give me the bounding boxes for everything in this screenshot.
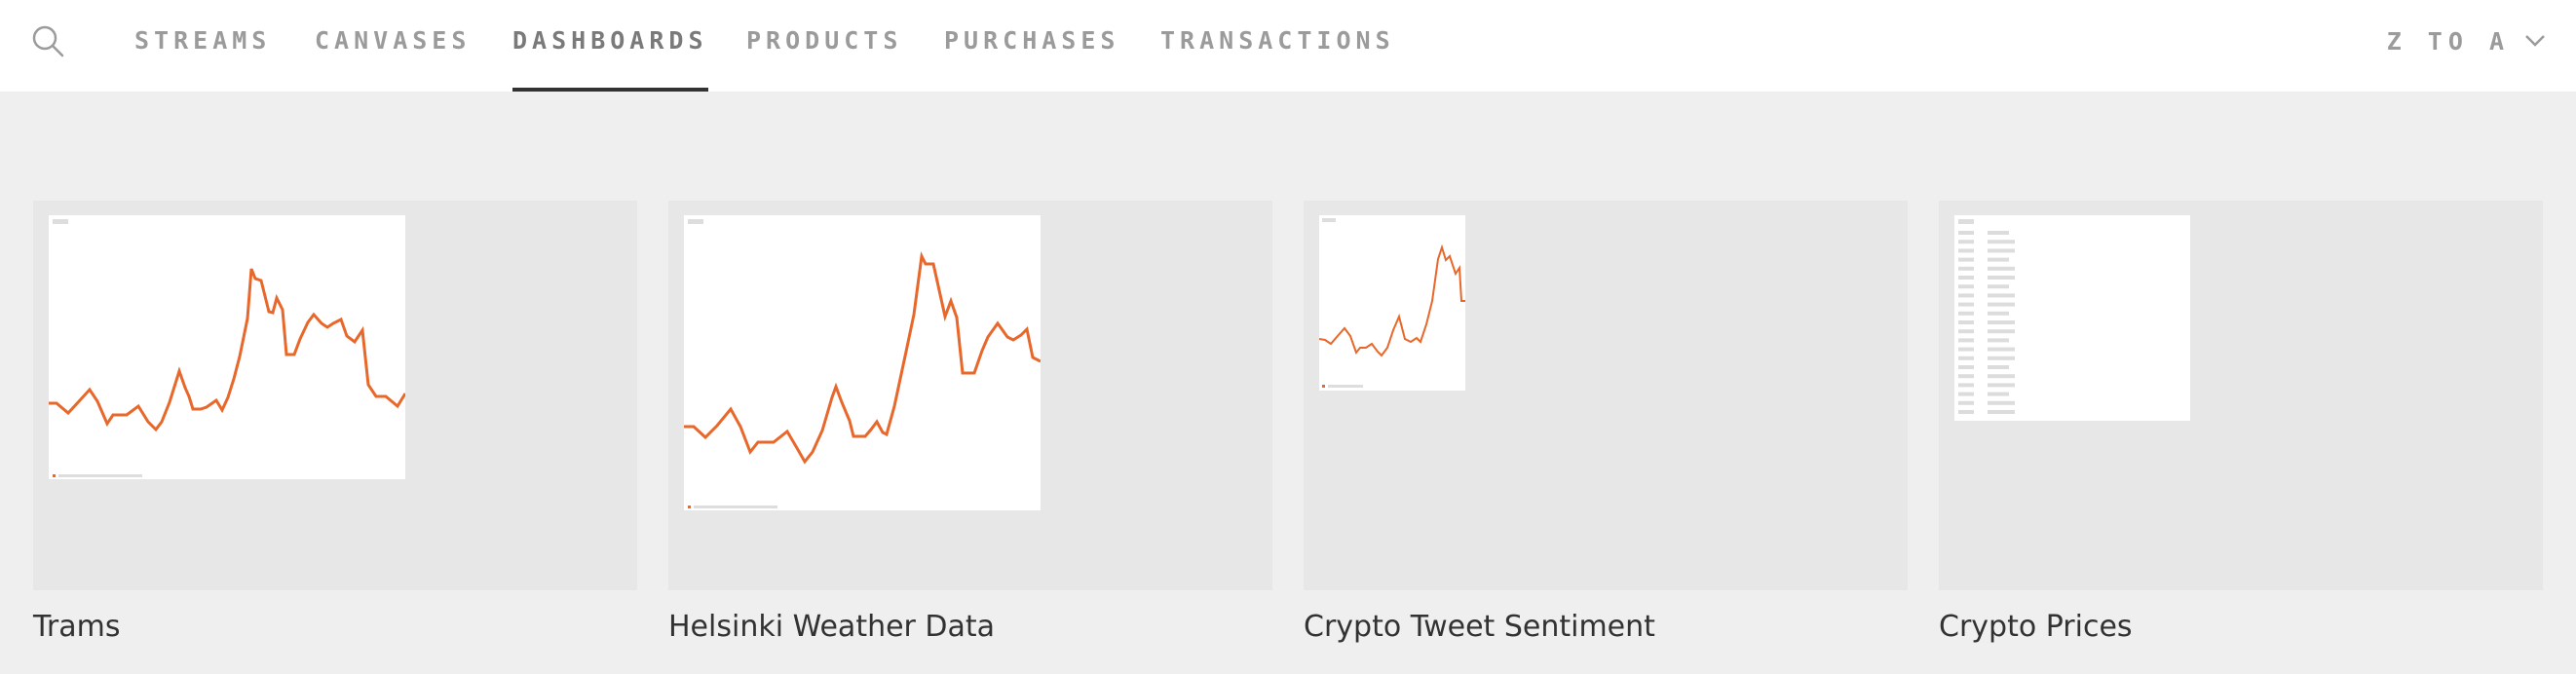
tab-streams[interactable]: STREAMS xyxy=(134,26,272,55)
dashboard-title[interactable]: Trams xyxy=(33,610,121,644)
chevron-down-icon xyxy=(2525,35,2545,47)
tab-dashboards[interactable]: DASHBOARDS xyxy=(512,0,708,92)
dashboard-preview[interactable] xyxy=(33,201,637,590)
dashboard-title[interactable]: Helsinki Weather Data xyxy=(668,610,996,644)
sort-label: Z TO A xyxy=(2386,26,2510,56)
sort-dropdown[interactable]: Z TO A xyxy=(2387,0,2547,82)
dashboard-preview[interactable] xyxy=(1939,201,2543,590)
search-button[interactable] xyxy=(29,23,68,62)
tab-purchases[interactable]: PURCHASES xyxy=(944,26,1120,55)
dashboard-title[interactable]: Crypto Tweet Sentiment xyxy=(1304,610,1655,644)
dashboard-preview[interactable] xyxy=(668,201,1272,590)
preview-thumbnail xyxy=(1954,215,2190,421)
dashboard-card[interactable]: Helsinki Weather Data xyxy=(668,201,1272,644)
search-icon xyxy=(32,25,64,57)
tab-products[interactable]: PRODUCTS xyxy=(746,26,903,55)
preview-thumbnail xyxy=(1319,215,1465,391)
dashboard-card[interactable]: Crypto Tweet Sentiment xyxy=(1304,201,1908,644)
tab-canvases[interactable]: CANVASES xyxy=(315,26,472,55)
dashboard-preview[interactable] xyxy=(1304,201,1908,590)
preview-thumbnail xyxy=(49,215,405,479)
tab-transactions[interactable]: TRANSACTIONS xyxy=(1160,26,1395,55)
dashboard-title[interactable]: Crypto Prices xyxy=(1939,610,2133,644)
preview-thumbnail xyxy=(684,215,1041,510)
top-nav-bar: STREAMS CANVASES DASHBOARDS PRODUCTS PUR… xyxy=(0,0,2576,92)
dashboard-card[interactable]: Crypto Prices xyxy=(1939,201,2543,644)
dashboard-card[interactable]: Trams xyxy=(33,201,637,644)
